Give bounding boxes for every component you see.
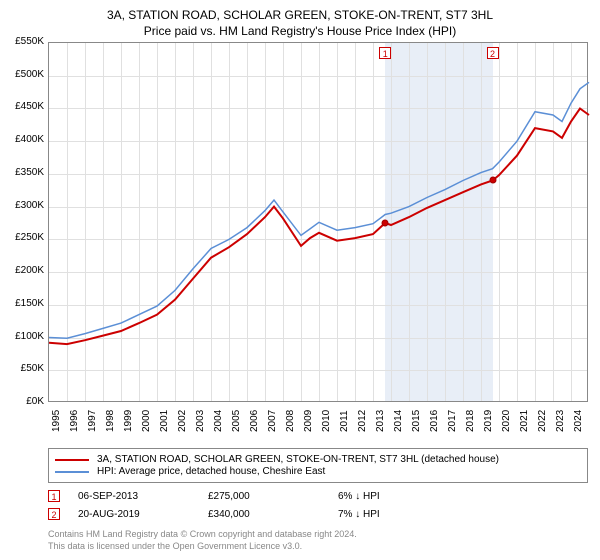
sale-date: 20-AUG-2019 xyxy=(78,509,208,520)
legend-item: HPI: Average price, detached house, Ches… xyxy=(55,466,581,477)
series-hpi xyxy=(49,82,589,338)
y-tick-label: £550K xyxy=(0,36,44,47)
y-tick-label: £0K xyxy=(0,396,44,407)
footer-copyright: Contains HM Land Registry data © Crown c… xyxy=(48,529,588,541)
x-tick-label: 2015 xyxy=(411,410,422,432)
legend-swatch xyxy=(55,459,89,461)
sale-row: 1 06-SEP-2013£275,0006% ↓ HPI xyxy=(48,487,588,505)
x-tick-label: 1995 xyxy=(51,410,62,432)
x-tick-label: 2012 xyxy=(357,410,368,432)
y-tick-label: £500K xyxy=(0,69,44,80)
sale-delta: 6% ↓ HPI xyxy=(338,491,418,502)
x-tick-label: 2005 xyxy=(231,410,242,432)
x-tick-label: 2000 xyxy=(141,410,152,432)
footer-license: This data is licensed under the Open Gov… xyxy=(48,541,588,553)
x-tick-label: 2002 xyxy=(177,410,188,432)
sale-price: £275,000 xyxy=(208,491,338,502)
legend-item: 3A, STATION ROAD, SCHOLAR GREEN, STOKE-O… xyxy=(55,454,581,465)
legend-swatch xyxy=(55,471,89,473)
sales-table: 1 06-SEP-2013£275,0006% ↓ HPI 2 20-AUG-2019… xyxy=(48,487,588,523)
y-tick-label: £300K xyxy=(0,200,44,211)
series-property xyxy=(49,109,589,345)
x-tick-label: 2009 xyxy=(303,410,314,432)
x-tick-label: 2006 xyxy=(249,410,260,432)
y-tick-label: £350K xyxy=(0,167,44,178)
x-tick-label: 2014 xyxy=(393,410,404,432)
y-axis: £0K£50K£100K£150K£200K£250K£300K£350K£40… xyxy=(0,42,48,402)
x-tick-label: 2020 xyxy=(501,410,512,432)
y-tick-label: £150K xyxy=(0,298,44,309)
x-tick-label: 2003 xyxy=(195,410,206,432)
x-tick-label: 2022 xyxy=(537,410,548,432)
x-tick-label: 2004 xyxy=(213,410,224,432)
x-tick-label: 2010 xyxy=(321,410,332,432)
plot-area: 12 xyxy=(48,42,588,402)
x-tick-label: 2013 xyxy=(375,410,386,432)
sale-row: 2 20-AUG-2019£340,0007% ↓ HPI xyxy=(48,505,588,523)
legend-label: 3A, STATION ROAD, SCHOLAR GREEN, STOKE-O… xyxy=(97,454,499,465)
y-tick-label: £200K xyxy=(0,265,44,276)
sale-date: 06-SEP-2013 xyxy=(78,491,208,502)
sale-marker-top: 1 xyxy=(379,47,391,59)
x-tick-label: 2023 xyxy=(555,410,566,432)
legend: 3A, STATION ROAD, SCHOLAR GREEN, STOKE-O… xyxy=(48,448,588,483)
x-tick-label: 2007 xyxy=(267,410,278,432)
x-tick-label: 2008 xyxy=(285,410,296,432)
y-tick-label: £250K xyxy=(0,232,44,243)
x-tick-label: 2016 xyxy=(429,410,440,432)
chart-container: 3A, STATION ROAD, SCHOLAR GREEN, STOKE-O… xyxy=(0,0,600,552)
sale-point xyxy=(489,177,496,184)
x-tick-label: 1996 xyxy=(69,410,80,432)
x-tick-label: 1998 xyxy=(105,410,116,432)
y-tick-label: £50K xyxy=(0,363,44,374)
x-axis: 1995 1996 1997 1998 1999 2000 2001 2002 2003 2004… xyxy=(48,402,588,442)
footer: Contains HM Land Registry data © Crown c… xyxy=(48,529,588,552)
title-subtitle: Price paid vs. HM Land Registry's House … xyxy=(0,24,600,38)
y-tick-label: £400K xyxy=(0,134,44,145)
x-tick-label: 2024 xyxy=(573,410,584,432)
x-tick-label: 2011 xyxy=(339,410,350,432)
sale-marker-top: 2 xyxy=(487,47,499,59)
sale-delta: 7% ↓ HPI xyxy=(338,509,418,520)
y-tick-label: £450K xyxy=(0,101,44,112)
chart-area: £0K £50K £100K £150K £200K £250K £300K £350K £40… xyxy=(0,42,600,442)
sale-price: £340,000 xyxy=(208,509,338,520)
sale-point xyxy=(382,220,389,227)
x-tick-label: 1999 xyxy=(123,410,134,432)
x-tick-label: 2018 xyxy=(465,410,476,432)
x-tick-label: 2017 xyxy=(447,410,458,432)
x-tick-label: 2001 xyxy=(159,410,170,432)
x-tick-label: 2019 xyxy=(483,410,494,432)
x-tick-label: 2021 xyxy=(519,410,530,432)
sale-marker-icon: 2 xyxy=(48,508,60,520)
x-tick-label: 1997 xyxy=(87,410,98,432)
title-block: 3A, STATION ROAD, SCHOLAR GREEN, STOKE-O… xyxy=(0,0,600,42)
y-tick-label: £100K xyxy=(0,331,44,342)
legend-label: HPI: Average price, detached house, Ches… xyxy=(97,466,325,477)
title-address: 3A, STATION ROAD, SCHOLAR GREEN, STOKE-O… xyxy=(0,8,600,22)
sale-marker-icon: 1 xyxy=(48,490,60,502)
chart-lines xyxy=(49,43,589,403)
